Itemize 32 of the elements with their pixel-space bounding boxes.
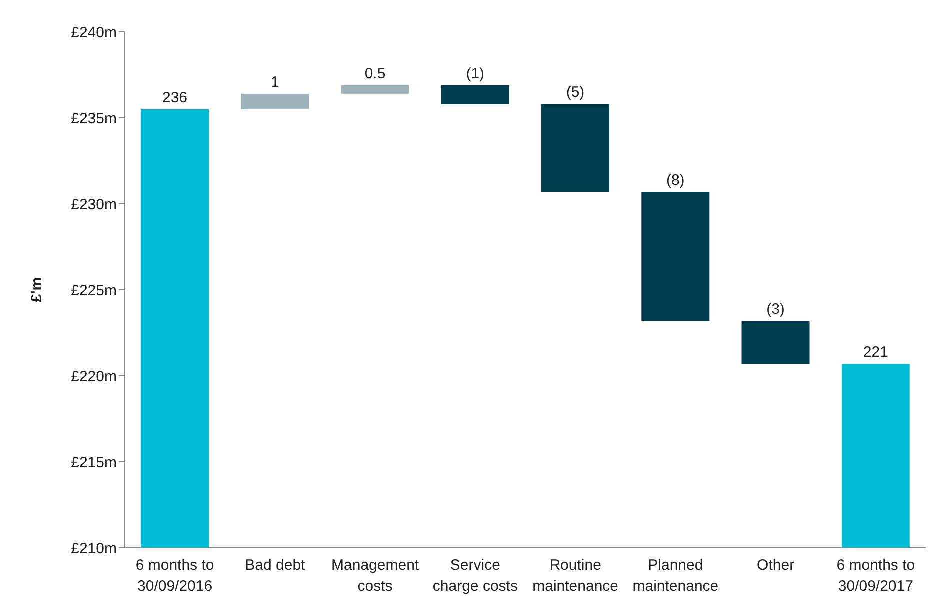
y-axis-title: £'m	[28, 277, 46, 303]
bar	[542, 104, 610, 192]
y-tick-label: £220m	[71, 368, 117, 386]
bar	[441, 85, 510, 104]
y-tick-label: £230m	[71, 196, 117, 214]
y-tick-label: £235m	[71, 110, 117, 128]
data-label: (3)	[766, 300, 785, 318]
bar	[742, 320, 810, 364]
bar	[842, 364, 910, 548]
bar	[642, 192, 710, 321]
y-tick-label: £240m	[71, 24, 117, 42]
x-tick-label: Management costs	[332, 557, 420, 595]
data-label: (8)	[666, 172, 685, 189]
data-label: (5)	[566, 84, 585, 102]
x-tick-label: Planned maintenance	[632, 557, 719, 595]
data-label: 236	[162, 89, 188, 106]
data-label: 1	[270, 74, 280, 91]
x-tick-label: Bad debt	[245, 557, 306, 574]
y-tick-label: £225m	[71, 282, 117, 300]
x-tick-label: Other	[757, 557, 795, 574]
y-tick-label: £215m	[71, 454, 117, 472]
data-label: 221	[863, 344, 888, 361]
bar	[341, 85, 410, 94]
bar	[141, 109, 210, 548]
data-label: (1)	[466, 65, 485, 82]
x-tick-label: 6 months to 30/09/2017	[836, 557, 916, 595]
x-tick-label: 6 months to 30/09/2016	[136, 557, 214, 595]
y-tick-label: £210m	[71, 540, 117, 558]
x-tick-label: Service charge costs	[432, 557, 518, 595]
data-label: 0.5	[364, 65, 386, 82]
x-tick-label: Routine maintenance	[532, 557, 619, 595]
bar	[241, 94, 310, 110]
